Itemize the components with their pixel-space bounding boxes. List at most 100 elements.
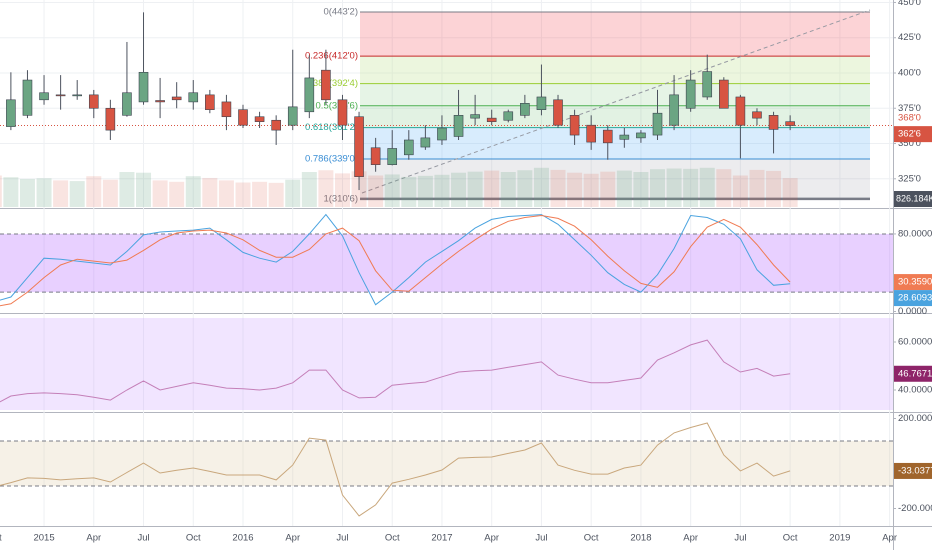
- candle-body: [702, 71, 713, 98]
- candle-body: [768, 115, 779, 130]
- candle-body: [486, 117, 497, 122]
- candle-body: [337, 99, 348, 126]
- y-tick-label: 60.0000: [898, 337, 932, 348]
- candle-body: [586, 124, 596, 143]
- candle-body: [55, 94, 66, 97]
- candle-body: [205, 94, 215, 110]
- candle-body: [619, 134, 630, 140]
- panel-layer: [0, 318, 893, 410]
- candle-body: [254, 116, 265, 122]
- candle-body: [503, 111, 514, 121]
- y-tick-label: 80.0000: [898, 228, 932, 239]
- fib-band: [360, 83, 870, 106]
- trend-line: [361, 9, 871, 194]
- volume-bar: [633, 172, 649, 207]
- x-tick-label: Oct: [0, 533, 2, 544]
- last-value-label: 46.7671: [898, 368, 932, 379]
- volume-bar: [732, 175, 748, 207]
- price-label: 368'0: [898, 113, 921, 124]
- x-tick-label: Apr: [484, 533, 499, 544]
- volume-bar: [152, 180, 168, 207]
- y-tick-label: 400'0: [898, 68, 921, 79]
- volume-bar: [782, 178, 798, 207]
- volume-bar: [650, 169, 665, 207]
- fib-level-label: 0.382(392'4): [305, 78, 358, 89]
- candle-body: [88, 94, 99, 109]
- x-tick-label: Oct: [584, 533, 599, 544]
- y-tick-label: 450'0: [898, 0, 921, 8]
- indicator-line: [0, 214, 791, 307]
- volume-bar: [86, 176, 102, 207]
- candle-body: [403, 139, 414, 156]
- candle-body: [221, 101, 232, 118]
- volume-bar: [3, 177, 19, 207]
- indicator-line: [0, 339, 791, 403]
- volume-bar: [699, 167, 715, 207]
- x-tick-label: Apr: [882, 533, 897, 544]
- indicator-line: [0, 213, 791, 306]
- last-value-box: [894, 365, 932, 382]
- x-tick-label: Oct: [783, 533, 798, 544]
- volume-bar: [169, 181, 185, 207]
- volume-label-box: [894, 191, 932, 207]
- candle-body: [785, 121, 795, 126]
- candle-body: [735, 96, 746, 126]
- volume-bar: [766, 170, 782, 207]
- candle-body: [470, 114, 480, 119]
- x-tick-label: Jul: [137, 533, 149, 544]
- last-value-box: [894, 462, 932, 479]
- y-tick-label: 200.0000: [898, 413, 932, 424]
- x-tick-label: Apr: [683, 533, 698, 544]
- fib-level-label: 0.618(361'2): [305, 122, 358, 133]
- x-tick-label: 2019: [829, 533, 850, 544]
- volume-bar: [202, 177, 218, 207]
- volume-bar: [0, 175, 2, 207]
- panel-layer: 0(443'2) 0.236(412'0) 0.382(392'4) 0.5(376'…: [0, 1, 893, 207]
- y-tick-label: -200.0000: [898, 503, 932, 514]
- price-label: 362'6: [898, 129, 921, 140]
- x-tick-label: Apr: [285, 533, 300, 544]
- volume-bar: [285, 179, 301, 207]
- indicator-line: [0, 422, 791, 517]
- last-value-label: 30.3590: [898, 277, 932, 288]
- volume-bar: [318, 170, 334, 207]
- x-tick-label: Oct: [186, 533, 201, 544]
- indicator-band: [0, 233, 893, 293]
- volume-bar: [451, 172, 467, 207]
- candle-body: [271, 119, 281, 131]
- fib-band: [360, 159, 870, 199]
- volume-bar: [36, 178, 52, 207]
- fib-band: [360, 56, 870, 84]
- candle-body: [238, 109, 248, 126]
- candle-body: [370, 147, 381, 165]
- price-label-box: [894, 126, 932, 143]
- volume-bar: [53, 180, 69, 207]
- volume-bar: [567, 172, 583, 207]
- volume-bar: [235, 182, 251, 207]
- panel-layer: [0, 422, 893, 517]
- x-tick-label: Jul: [734, 533, 746, 544]
- candle-body: [72, 94, 82, 97]
- volume-bar: [119, 172, 135, 207]
- x-tick-label: Jul: [336, 533, 348, 544]
- fib-level-label: 0.5(376'6): [316, 100, 358, 111]
- x-tick-label: Oct: [385, 533, 400, 544]
- y-tick-label: 375'0: [898, 103, 921, 114]
- volume-bar: [102, 179, 118, 207]
- volume-label: 826.184K: [896, 193, 932, 203]
- volume-bar: [218, 180, 234, 207]
- volume-bar: [301, 172, 317, 207]
- candle-body: [569, 115, 580, 136]
- volume-bar: [500, 172, 516, 207]
- volume-bar: [550, 169, 566, 207]
- volume-bar: [600, 171, 616, 207]
- x-tick-label: Apr: [86, 533, 101, 544]
- candle-body: [685, 79, 696, 109]
- candle-body: [122, 92, 132, 116]
- volume-bar: [185, 176, 201, 207]
- last-value-box: [894, 290, 932, 307]
- y-tick-label: 0.0000: [898, 306, 927, 317]
